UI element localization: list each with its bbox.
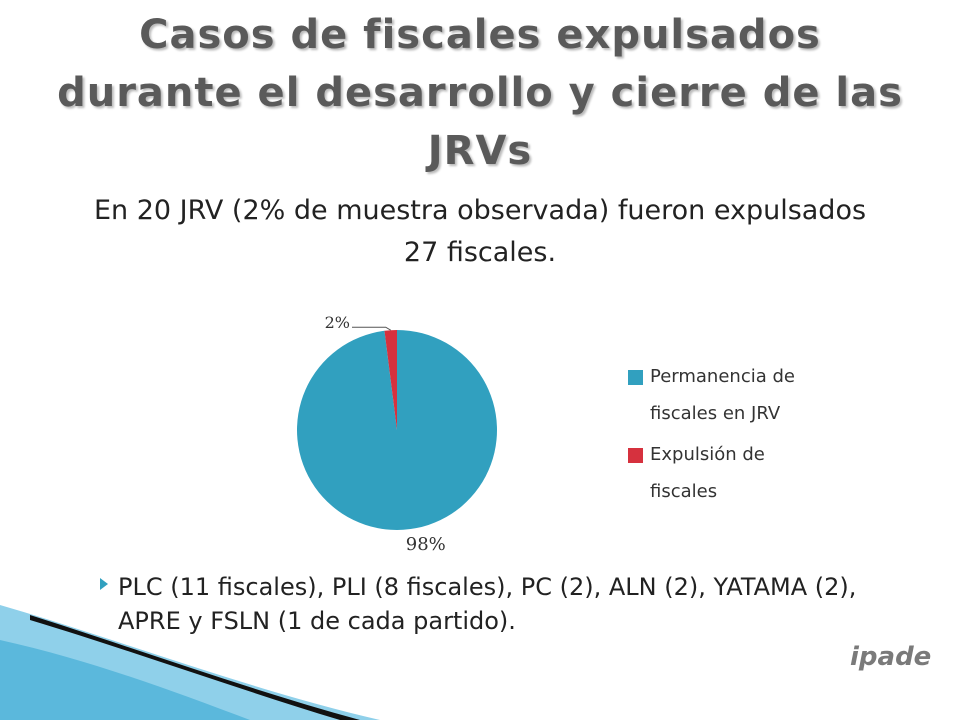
subtitle: En 20 JRV (2% de muestra observada) fuer…	[93, 195, 867, 268]
legend-label: Permanencia de fiscales en JRV	[650, 366, 795, 424]
title: Casos de fiscales expulsados durante el …	[57, 12, 903, 174]
data-label: 2%	[325, 313, 350, 332]
pie-slice	[297, 329, 498, 530]
logo: ipade	[850, 642, 932, 672]
legend-swatch	[628, 370, 643, 385]
data-label: 98%	[406, 534, 446, 555]
leader-line	[352, 326, 391, 331]
legend-label: Expulsión de fiscales	[650, 444, 765, 502]
bullet-marker	[100, 578, 108, 590]
decor-wave	[0, 640, 250, 720]
bullet-text: PLC (11 fiscales), PLI (8 fiscales), PC …	[118, 573, 857, 635]
legend-swatch	[628, 448, 643, 463]
pie-slice	[384, 330, 397, 430]
